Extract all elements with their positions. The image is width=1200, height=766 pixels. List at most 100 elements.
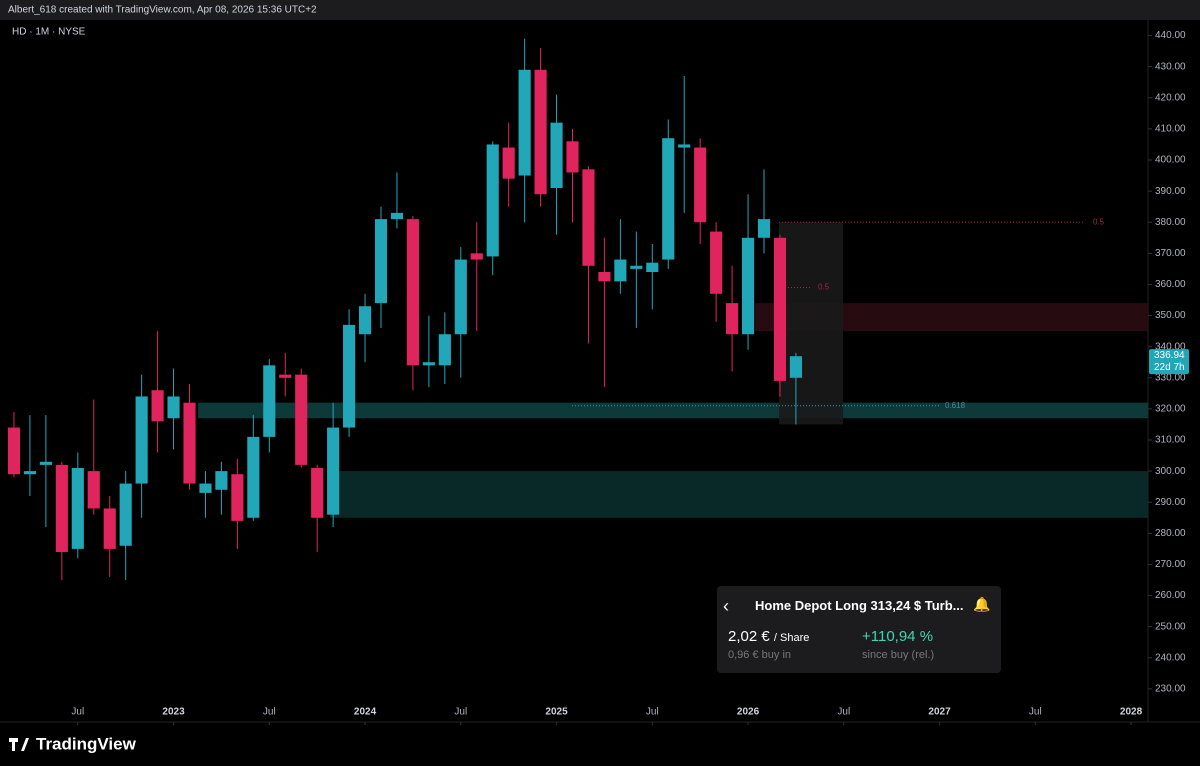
fib-label: 0.618	[945, 401, 966, 410]
candle-body	[486, 144, 499, 257]
buy-price: 0,96 €	[728, 649, 759, 661]
candle-body	[279, 374, 292, 378]
candle-body	[343, 324, 356, 428]
x-tick-label: 2028	[1120, 707, 1143, 718]
candle-body	[678, 144, 691, 148]
candle-body	[406, 219, 419, 366]
candle-body	[438, 334, 451, 366]
x-tick-label: 2025	[545, 707, 568, 718]
candle-body	[566, 141, 579, 173]
candle-body	[374, 219, 388, 304]
x-tick-label: Jul	[71, 707, 84, 718]
y-tick-label: 230.00	[1155, 684, 1186, 695]
candle-body	[87, 471, 100, 509]
candle-body	[630, 265, 643, 269]
position-card[interactable]: ‹ Home Depot Long 313,24 $ Turb... 🔔 2,0…	[717, 586, 1001, 673]
credit: Albert_618 created with TradingView.com,…	[8, 5, 317, 16]
candle-body	[39, 461, 52, 465]
y-tick-label: 330.00	[1155, 372, 1186, 383]
candle-body	[582, 169, 595, 266]
candle-body	[215, 471, 228, 490]
y-tick-label: 410.00	[1155, 124, 1186, 135]
candle-body	[231, 474, 244, 521]
y-tick-label: 360.00	[1155, 279, 1186, 290]
price: 2,02 € / Share	[728, 628, 809, 645]
candle-body	[646, 262, 659, 272]
y-tick-label: 430.00	[1155, 61, 1186, 72]
x-tick-label: 2024	[354, 707, 377, 718]
candle-body	[103, 508, 116, 549]
candle-body	[518, 69, 531, 176]
zone	[330, 471, 1148, 518]
candle-body	[135, 396, 148, 484]
card-title: Home Depot Long 313,24 $ Turb...	[755, 598, 964, 613]
y-tick-label: 370.00	[1155, 248, 1186, 259]
candle-body	[23, 471, 36, 475]
x-tick-label: Jul	[1029, 707, 1042, 718]
candle-body	[183, 402, 196, 484]
candle-body	[550, 122, 563, 188]
candle-body	[598, 272, 611, 282]
last-price-tag	[1149, 349, 1189, 375]
change-label: since buy (rel.)	[862, 649, 935, 661]
x-tick-label: 2023	[162, 707, 185, 718]
x-tick-label: Jul	[454, 707, 467, 718]
candle-body	[694, 147, 707, 223]
y-tick-label: 290.00	[1155, 497, 1186, 508]
candle-body	[757, 219, 771, 238]
y-tick-label: 320.00	[1155, 404, 1186, 415]
y-tick-label: 340.00	[1155, 341, 1186, 352]
candle-body	[454, 259, 467, 335]
candle-body	[422, 362, 435, 366]
zone	[198, 402, 1148, 419]
y-tick-label: 250.00	[1155, 621, 1186, 632]
top-bar	[0, 0, 1200, 20]
y-tick-label: 350.00	[1155, 310, 1186, 321]
y-tick-label: 270.00	[1155, 559, 1186, 570]
candle-body	[662, 138, 675, 260]
y-tick-label: 280.00	[1155, 528, 1186, 539]
x-tick-label: 2027	[928, 707, 951, 718]
buy-in: 0,96 € buy in	[728, 649, 791, 661]
candle-body	[311, 468, 324, 518]
candle-body	[167, 396, 180, 419]
x-tick-label: Jul	[646, 707, 659, 718]
last-price-label: 336.94	[1154, 350, 1185, 361]
candle-body	[55, 464, 68, 552]
y-tick-label: 400.00	[1155, 155, 1186, 166]
candle-body	[534, 69, 547, 195]
x-tick-label: Jul	[837, 707, 850, 718]
price-value: 2,02 €	[728, 628, 770, 645]
logo	[9, 738, 29, 751]
y-tick-label: 310.00	[1155, 435, 1186, 446]
candle-body	[295, 374, 308, 465]
price-unit: / Share	[773, 632, 810, 644]
candle-body	[390, 212, 404, 220]
zone	[779, 222, 843, 425]
candle-body	[710, 231, 723, 294]
back-icon[interactable]: ‹	[723, 596, 729, 616]
y-tick-label: 380.00	[1155, 217, 1186, 228]
brand: TradingView	[36, 734, 137, 753]
y-tick-label: 420.00	[1155, 92, 1186, 103]
y-tick-label: 440.00	[1155, 30, 1186, 41]
countdown: 22d 7h	[1154, 362, 1185, 373]
candle-body	[199, 483, 212, 493]
fib-label: 0.5	[818, 283, 830, 292]
change: +110,94 %	[862, 628, 934, 645]
candle-body	[614, 259, 627, 282]
fib-label: 0.5	[1093, 217, 1105, 226]
buy-label: buy in	[761, 649, 792, 661]
candle-body	[151, 390, 164, 422]
candle-body	[773, 237, 787, 381]
x-tick-label: 2026	[737, 707, 760, 718]
alert-icon[interactable]: 🔔	[973, 596, 991, 612]
y-tick-label: 240.00	[1155, 652, 1186, 663]
candle-body	[502, 147, 515, 179]
candle-body	[741, 237, 755, 335]
candle-body	[247, 436, 260, 518]
candle-body	[470, 253, 483, 260]
candle-body	[119, 483, 132, 546]
y-tick-label: 390.00	[1155, 186, 1186, 197]
